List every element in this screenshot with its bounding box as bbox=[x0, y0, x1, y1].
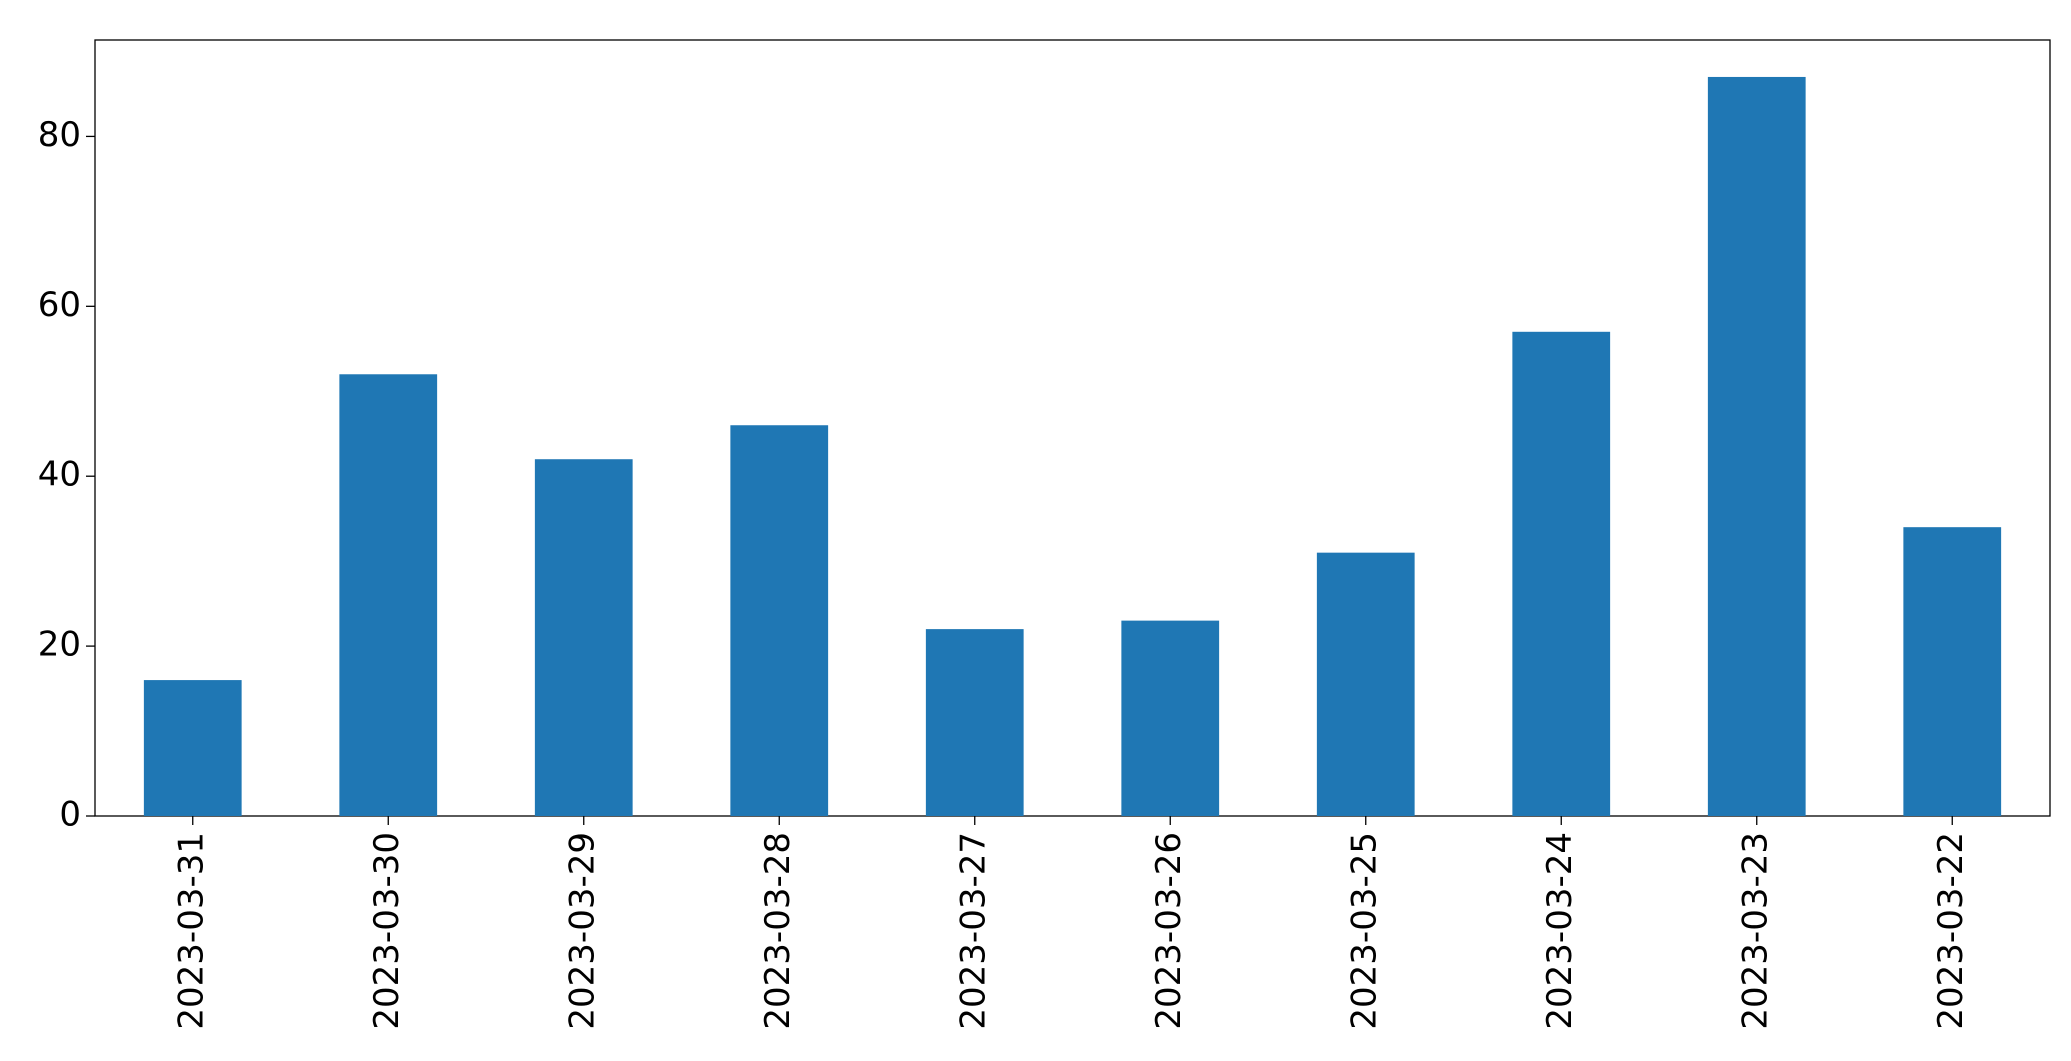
y-tick-label: 20 bbox=[38, 625, 81, 665]
bar bbox=[730, 425, 829, 816]
bar bbox=[534, 459, 633, 816]
bar bbox=[1121, 620, 1220, 816]
x-tick-label: 2023-03-23 bbox=[1735, 832, 1775, 1030]
y-tick-label: 40 bbox=[38, 455, 81, 495]
bar bbox=[339, 374, 438, 816]
x-tick-label: 2023-03-25 bbox=[1344, 832, 1384, 1030]
y-tick-label: 0 bbox=[59, 795, 81, 835]
bar bbox=[1903, 527, 2002, 816]
x-tick-label: 2023-03-27 bbox=[953, 832, 993, 1030]
x-tick-label: 2023-03-24 bbox=[1540, 832, 1580, 1030]
bar bbox=[1707, 76, 1806, 816]
x-tick-label: 2023-03-29 bbox=[562, 832, 602, 1030]
y-tick-label: 60 bbox=[38, 285, 81, 325]
x-tick-label: 2023-03-26 bbox=[1149, 832, 1189, 1030]
y-tick-label: 80 bbox=[38, 115, 81, 155]
x-tick-label: 2023-03-22 bbox=[1931, 832, 1971, 1030]
x-tick-label: 2023-03-28 bbox=[758, 832, 798, 1030]
bar bbox=[143, 680, 242, 816]
x-tick-label: 2023-03-30 bbox=[367, 832, 407, 1030]
x-tick-label: 2023-03-31 bbox=[171, 832, 211, 1030]
bar bbox=[925, 629, 1024, 816]
bar bbox=[1512, 331, 1611, 816]
bar bbox=[1316, 552, 1415, 816]
plot-frame bbox=[94, 39, 2051, 817]
